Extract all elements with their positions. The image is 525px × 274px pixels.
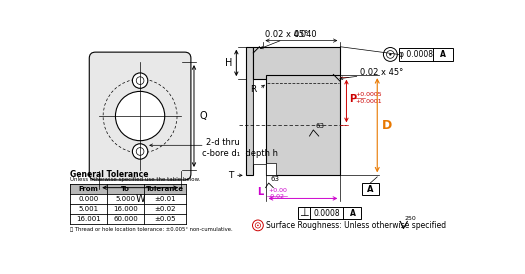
Circle shape	[132, 73, 148, 88]
Text: -0.02: -0.02	[269, 194, 285, 199]
Circle shape	[253, 220, 264, 231]
Text: 2-d thru: 2-d thru	[206, 138, 240, 147]
Text: H: H	[225, 58, 233, 68]
Bar	[246, 47, 253, 175]
Text: +0.00: +0.00	[269, 188, 288, 193]
Text: A: A	[440, 50, 446, 59]
Circle shape	[257, 225, 259, 226]
Text: +0.0001: +0.0001	[355, 99, 382, 104]
Text: 0.0008: 0.0008	[313, 209, 340, 218]
Text: Unless otherwise specified use the table below.: Unless otherwise specified use the table…	[70, 177, 201, 182]
Text: L: L	[257, 187, 264, 197]
Text: Surface Roughness: Unless otherwise specified: Surface Roughness: Unless otherwise spec…	[266, 221, 446, 230]
Text: T: T	[228, 171, 233, 180]
Bar	[253, 47, 340, 79]
Bar	[253, 47, 266, 164]
Circle shape	[136, 77, 144, 84]
Text: A: A	[367, 185, 374, 194]
Bar	[266, 75, 340, 175]
Text: 250: 250	[405, 216, 417, 221]
Text: D: D	[382, 119, 392, 132]
Text: c-bore d₁  depth h: c-bore d₁ depth h	[202, 149, 278, 158]
Text: R: R	[250, 85, 256, 94]
Text: W: W	[135, 194, 145, 204]
Text: ±0.05: ±0.05	[154, 216, 175, 222]
Bar	[266, 163, 276, 175]
Circle shape	[116, 92, 165, 141]
Text: Tolerance: Tolerance	[145, 186, 184, 192]
Text: φ 0.0008: φ 0.0008	[399, 50, 433, 59]
Text: 16.001: 16.001	[76, 216, 101, 222]
Text: From: From	[79, 186, 98, 192]
Circle shape	[132, 144, 148, 159]
Text: 5.000: 5.000	[116, 196, 135, 202]
Text: General Tolerance: General Tolerance	[70, 170, 149, 179]
Text: 60.000: 60.000	[113, 216, 138, 222]
Text: To: To	[121, 186, 130, 192]
Circle shape	[389, 53, 392, 56]
Circle shape	[386, 51, 394, 58]
Text: ±0.01: ±0.01	[154, 196, 175, 202]
Bar	[362, 183, 379, 195]
Text: 0.000: 0.000	[78, 196, 99, 202]
Text: ±0.02: ±0.02	[154, 206, 175, 212]
Text: 0.02 x 45°: 0.02 x 45°	[360, 68, 403, 78]
Circle shape	[383, 47, 397, 61]
Text: 5.001: 5.001	[78, 206, 99, 212]
Circle shape	[136, 148, 144, 155]
Bar	[298, 207, 361, 219]
Bar	[70, 184, 185, 194]
Bar	[399, 48, 453, 61]
FancyBboxPatch shape	[89, 52, 191, 180]
Text: P: P	[349, 95, 356, 104]
Text: 63: 63	[270, 176, 279, 182]
Text: 0.040: 0.040	[293, 30, 317, 39]
Circle shape	[255, 223, 260, 228]
Text: ⊥: ⊥	[299, 208, 309, 218]
Text: ⓘ Thread or hole location tolerance: ±0.005° non-cumulative.: ⓘ Thread or hole location tolerance: ±0.…	[70, 227, 233, 232]
Text: A: A	[350, 209, 355, 218]
Text: +0.0005: +0.0005	[355, 92, 382, 97]
Text: Q: Q	[200, 111, 207, 121]
Text: 16.000: 16.000	[113, 206, 138, 212]
Text: 0.02 x 45°: 0.02 x 45°	[265, 30, 308, 39]
Text: 63: 63	[316, 123, 324, 129]
